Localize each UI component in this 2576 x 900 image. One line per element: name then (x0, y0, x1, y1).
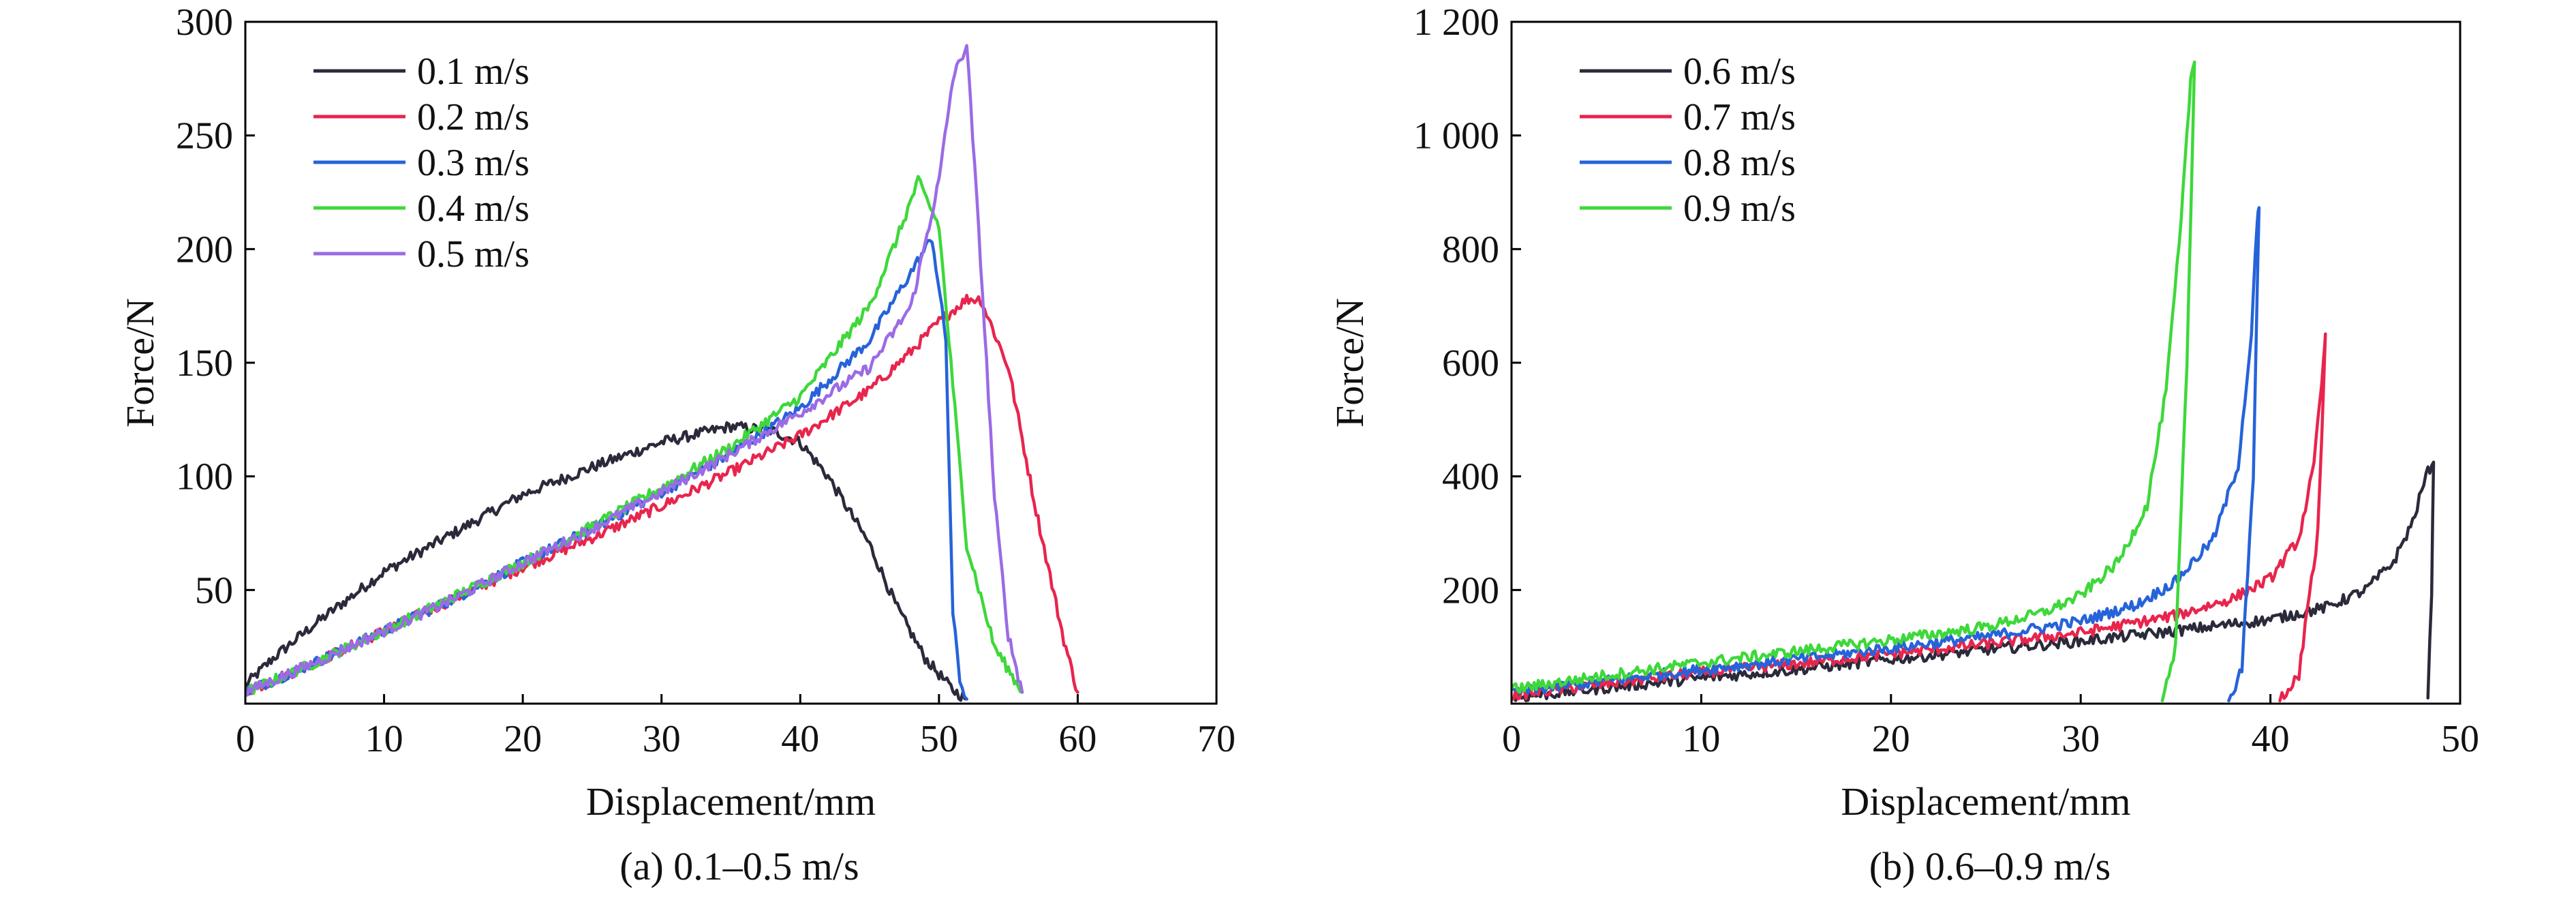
y-tick-label: 250 (176, 115, 233, 158)
panel-b-caption: (b) 0.6–0.9 m/s (1869, 844, 2111, 888)
x-tick-label: 30 (2061, 718, 2100, 760)
series-line-0-1-m-s (245, 421, 968, 702)
x-tick-label: 10 (365, 718, 403, 760)
series-line-0-3-m-s (245, 239, 968, 701)
y-tick-label: 200 (1442, 569, 1499, 612)
x-tick-label: 0 (236, 718, 255, 760)
legend-label: 0.4 m/s (417, 188, 530, 230)
x-axis-title: Displacement/mm (1841, 779, 2130, 824)
x-tick-label: 0 (1502, 718, 1521, 760)
x-tick-label: 40 (781, 718, 819, 760)
series-line-0-5-m-s (245, 44, 1024, 697)
y-tick-label: 1 200 (1413, 1, 1499, 44)
panel-a-plot-area (245, 44, 1079, 702)
panel-b-plot-area (1512, 60, 2436, 703)
y-tick-label: 400 (1442, 456, 1499, 498)
legend-label: 0.2 m/s (417, 96, 530, 138)
series-line-0-8-m-s (1512, 206, 2261, 703)
legend-label: 0.6 m/s (1683, 50, 1796, 93)
panel-a-axes-frame (244, 20, 1218, 705)
series-line-0-7-m-s (1512, 332, 2327, 703)
y-tick-label: 50 (195, 569, 233, 612)
panel-b-axes-frame (1510, 20, 2462, 705)
legend-label: 0.8 m/s (1683, 142, 1796, 184)
x-tick-label: 50 (920, 718, 958, 760)
y-tick-label: 300 (176, 1, 233, 44)
y-axis-title: Force/N (118, 298, 162, 427)
x-tick-label: 20 (504, 718, 542, 760)
legend-label: 0.1 m/s (417, 50, 530, 93)
x-tick-label: 40 (2252, 718, 2290, 760)
legend-label: 0.9 m/s (1683, 188, 1796, 230)
x-tick-label: 60 (1058, 718, 1097, 760)
y-axis-title: Force/N (1328, 298, 1372, 427)
y-tick-label: 800 (1442, 228, 1499, 271)
y-tick-label: 1 000 (1413, 115, 1499, 158)
x-tick-label: 10 (1682, 718, 1720, 760)
x-tick-label: 50 (2441, 718, 2479, 760)
legend-label: 0.3 m/s (417, 142, 530, 184)
panel-b: (b) 0.6–0.9 m/s 0 10 20 30 40 50 200 400 600 800 1… (1328, 1, 2479, 888)
panel-a: (a) 0.1–0.5 m/s 0 10 20 30 40 50 60 70 50 100 150 2… (118, 1, 1236, 888)
panel-a-caption: (a) 0.1–0.5 m/s (619, 844, 859, 888)
series-line-0-9-m-s (1512, 60, 2196, 703)
x-tick-label: 30 (643, 718, 681, 760)
x-axis-title: Displacement/mm (586, 779, 876, 824)
legend-label: 0.7 m/s (1683, 96, 1796, 138)
y-tick-label: 100 (176, 456, 233, 498)
y-tick-label: 150 (176, 342, 233, 385)
legend-label: 0.5 m/s (417, 233, 530, 275)
y-tick-label: 600 (1442, 342, 1499, 385)
y-tick-label: 200 (176, 228, 233, 271)
x-tick-label: 70 (1197, 718, 1236, 760)
x-tick-label: 20 (1872, 718, 1910, 760)
